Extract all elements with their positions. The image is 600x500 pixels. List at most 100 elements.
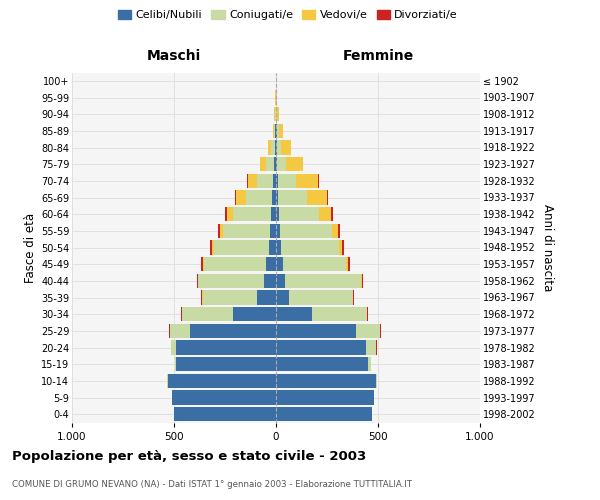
Bar	[279, 207, 319, 221]
Bar	[246, 190, 272, 204]
Bar	[201, 257, 203, 271]
Bar	[274, 124, 275, 138]
Bar	[235, 190, 236, 204]
Text: Popolazione per età, sesso e stato civile - 2003: Popolazione per età, sesso e stato civil…	[12, 450, 366, 463]
Bar	[319, 207, 331, 221]
Bar	[276, 190, 278, 204]
Bar	[276, 207, 279, 221]
Bar	[181, 307, 182, 322]
Bar	[276, 390, 374, 404]
Bar	[257, 174, 273, 188]
Bar	[276, 240, 281, 254]
Bar	[276, 307, 312, 322]
Bar	[201, 290, 202, 304]
Bar	[278, 174, 296, 188]
Bar	[327, 190, 328, 204]
Bar	[272, 190, 276, 204]
Bar	[361, 274, 362, 288]
Bar	[346, 257, 348, 271]
Bar	[276, 174, 278, 188]
Bar	[272, 124, 274, 138]
Bar	[276, 324, 356, 338]
Bar	[348, 257, 350, 271]
Bar	[278, 124, 283, 138]
Bar	[227, 207, 233, 221]
Bar	[270, 224, 276, 238]
Bar	[281, 140, 292, 154]
Bar	[278, 190, 307, 204]
Bar	[266, 157, 274, 171]
Bar	[257, 290, 276, 304]
Bar	[353, 290, 354, 304]
Bar	[266, 257, 276, 271]
Bar	[197, 274, 198, 288]
Bar	[362, 274, 363, 288]
Bar	[176, 340, 276, 354]
Bar	[275, 140, 276, 154]
Bar	[274, 107, 275, 121]
Bar	[203, 257, 266, 271]
Bar	[199, 274, 264, 288]
Bar	[210, 240, 212, 254]
Bar	[366, 340, 376, 354]
Legend: Celibi/Nubili, Coniugati/e, Vedovi/e, Divorziati/e: Celibi/Nubili, Coniugati/e, Vedovi/e, Di…	[113, 6, 463, 25]
Text: COMUNE DI GRUMO NEVANO (NA) - Dati ISTAT 1° gennaio 2003 - Elaborazione TUTTITAL: COMUNE DI GRUMO NEVANO (NA) - Dati ISTAT…	[12, 480, 412, 489]
Bar	[289, 290, 353, 304]
Bar	[277, 140, 281, 154]
Bar	[169, 324, 170, 338]
Bar	[281, 240, 339, 254]
Bar	[226, 207, 227, 221]
Bar	[276, 340, 366, 354]
Bar	[276, 140, 277, 154]
Bar	[356, 324, 380, 338]
Bar	[170, 324, 190, 338]
Bar	[276, 224, 280, 238]
Bar	[264, 274, 276, 288]
Bar	[176, 357, 276, 371]
Bar	[274, 157, 276, 171]
Bar	[276, 357, 368, 371]
Bar	[276, 407, 372, 421]
Bar	[212, 240, 214, 254]
Bar	[276, 257, 283, 271]
Bar	[260, 157, 266, 171]
Bar	[276, 124, 277, 138]
Bar	[338, 224, 340, 238]
Bar	[277, 124, 278, 138]
Bar	[286, 157, 302, 171]
Bar	[223, 224, 270, 238]
Bar	[277, 157, 286, 171]
Bar	[273, 174, 276, 188]
Y-axis label: Anni di nascita: Anni di nascita	[541, 204, 554, 291]
Bar	[339, 240, 342, 254]
Bar	[168, 374, 276, 388]
Bar	[268, 140, 271, 154]
Bar	[218, 224, 220, 238]
Bar	[275, 124, 276, 138]
Text: Maschi: Maschi	[147, 48, 201, 62]
Bar	[380, 324, 381, 338]
Bar	[220, 224, 223, 238]
Bar	[342, 240, 344, 254]
Bar	[269, 240, 276, 254]
Bar	[367, 307, 368, 322]
Bar	[285, 274, 361, 288]
Bar	[331, 207, 333, 221]
Bar	[283, 257, 346, 271]
Text: Femmine: Femmine	[343, 48, 413, 62]
Bar	[214, 240, 269, 254]
Bar	[182, 307, 233, 322]
Bar	[276, 290, 289, 304]
Bar	[280, 224, 332, 238]
Bar	[276, 157, 277, 171]
Bar	[276, 274, 285, 288]
Bar	[376, 374, 377, 388]
Bar	[307, 190, 327, 204]
Bar	[276, 374, 376, 388]
Bar	[203, 290, 257, 304]
Bar	[332, 224, 338, 238]
Y-axis label: Fasce di età: Fasce di età	[23, 212, 37, 282]
Bar	[233, 207, 271, 221]
Bar	[248, 174, 257, 188]
Bar	[277, 107, 279, 121]
